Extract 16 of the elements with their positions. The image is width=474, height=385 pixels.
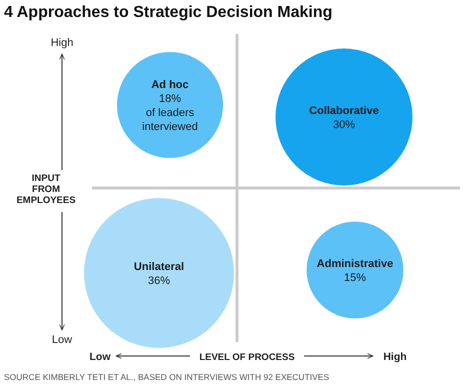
text: LEVEL OF PROCESS [199,352,295,363]
data-label: 30% [332,119,356,131]
text: 4 Approaches to Strategic Decision Making [4,4,332,21]
text: INPUT FROM EMPLOYEES [16,173,76,206]
text: Low [90,351,112,363]
source-note: SOURCE KIMBERLY TETI ET AL., BASED ON INTERVIEWS WITH 92 EXECUTIVES [4,372,330,382]
text: Low [52,334,72,346]
data-label: 36% [148,275,170,287]
category-label: Unilateral [134,261,184,273]
data-label: 15% [344,272,366,284]
category-label: Ad hoc [151,79,189,91]
text: High [50,37,74,49]
category-label: Collaborative [309,105,379,117]
data-label: 18% of leaders interviewed [142,93,198,133]
text: High [383,351,407,363]
category-label: Administrative [316,258,394,270]
